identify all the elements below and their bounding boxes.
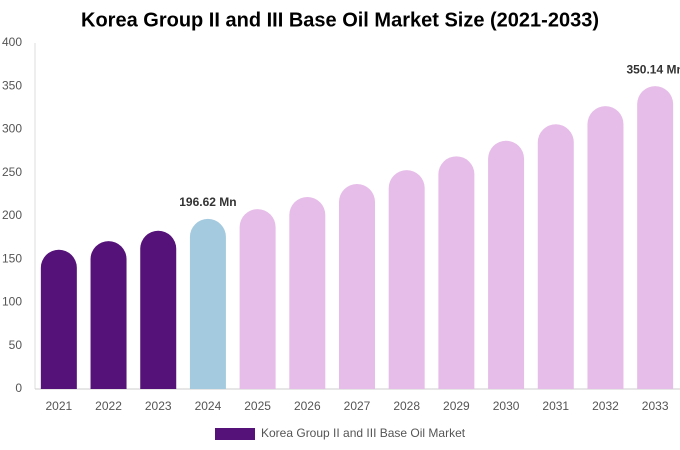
bar <box>40 249 77 389</box>
y-tick-label: 0 <box>15 381 22 395</box>
bar <box>339 183 375 389</box>
bar <box>90 241 127 389</box>
y-tick-label: 150 <box>2 251 22 265</box>
x-tick-label: 2028 <box>393 399 420 413</box>
bar <box>239 209 276 389</box>
x-tick-label: 2025 <box>244 399 271 413</box>
bar <box>587 106 624 389</box>
y-tick-label: 200 <box>2 208 22 222</box>
y-tick-label: 350 <box>2 78 22 92</box>
x-tick-label: 2026 <box>294 399 321 413</box>
x-tick-label: 2027 <box>344 399 371 413</box>
legend-swatch <box>215 428 255 440</box>
x-tick-label: 2021 <box>45 399 72 413</box>
value-label: 350.14 Mn <box>626 62 680 76</box>
bar <box>140 230 177 389</box>
y-tick-label: 100 <box>2 295 22 309</box>
bar <box>537 124 574 390</box>
x-tick-label: 2030 <box>493 399 520 413</box>
legend-label: Korea Group II and III Base Oil Market <box>261 426 466 440</box>
x-tick-label: 2033 <box>642 399 669 413</box>
x-tick-label: 2024 <box>195 399 222 413</box>
y-tick-label: 50 <box>9 338 23 352</box>
chart-title: Korea Group II and III Base Oil Market S… <box>81 9 599 31</box>
bar <box>289 196 326 389</box>
x-tick-label: 2031 <box>542 399 569 413</box>
x-tick-label: 2023 <box>145 399 172 413</box>
bar <box>438 156 475 389</box>
x-tick-label: 2022 <box>95 399 122 413</box>
y-tick-label: 400 <box>2 35 22 49</box>
bar <box>189 218 226 389</box>
x-tick-label: 2032 <box>592 399 619 413</box>
value-label: 196.62 Mn <box>179 195 236 209</box>
bar <box>388 170 425 389</box>
bar <box>488 140 525 389</box>
bar <box>637 86 674 389</box>
y-tick-label: 300 <box>2 122 22 136</box>
x-tick-label: 2029 <box>443 399 470 413</box>
y-tick-label: 250 <box>2 165 22 179</box>
